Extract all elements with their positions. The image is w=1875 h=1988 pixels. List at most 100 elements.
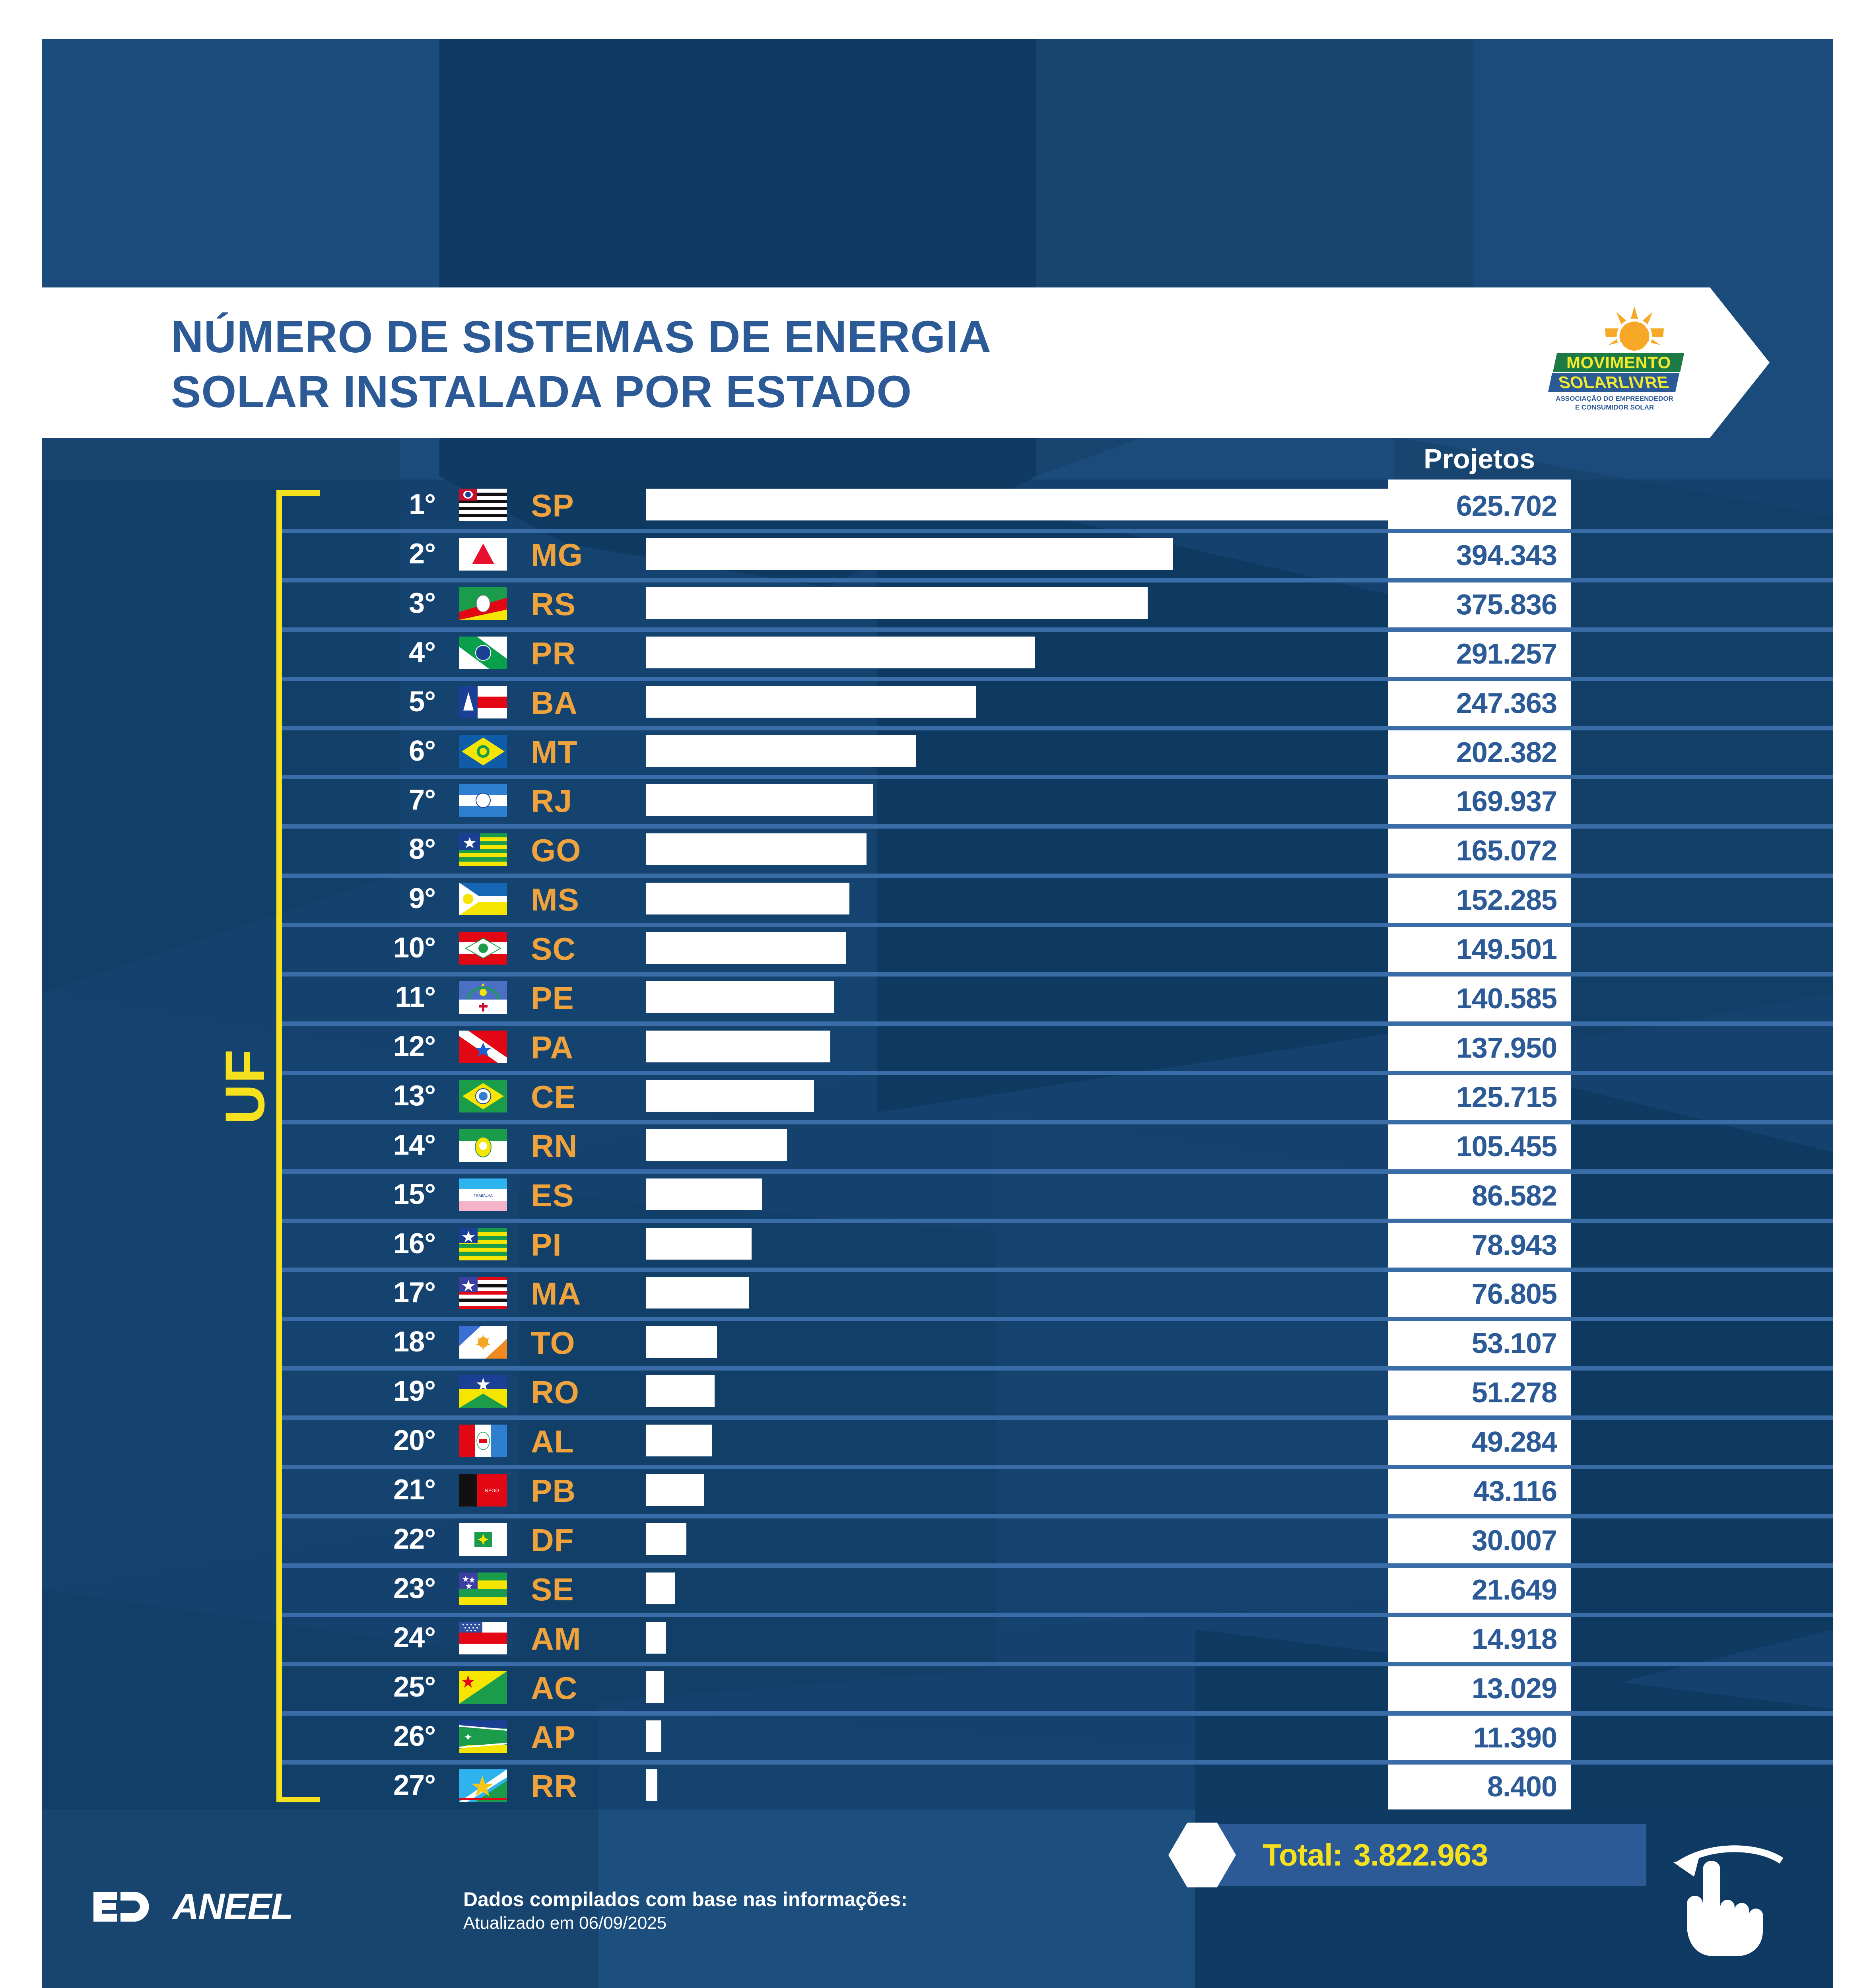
- ce-flag-icon: [459, 1079, 507, 1112]
- values-panel: [1388, 480, 1571, 1809]
- table-row: 11° PE 140.585: [42, 972, 1833, 1021]
- bar: [646, 1425, 712, 1457]
- rank-label: 6°: [409, 735, 436, 767]
- rank-label: 17°: [393, 1277, 436, 1309]
- uf-bracket: [276, 490, 320, 1802]
- row-separator: [280, 1760, 1833, 1765]
- table-row: 9° MS 152.285: [42, 874, 1833, 923]
- table-row: 10° SC 149.501: [42, 923, 1833, 972]
- value-label: 125.715: [1456, 1081, 1557, 1113]
- sun-icon: [1605, 306, 1664, 354]
- rank-label: 1°: [409, 489, 436, 520]
- state-code-label: RO: [531, 1375, 579, 1410]
- bar: [646, 685, 977, 718]
- ac-flag-icon: [459, 1671, 507, 1704]
- bar: [646, 1572, 675, 1604]
- rank-label: 19°: [393, 1375, 436, 1408]
- table-row: 24° AM 14.918: [42, 1612, 1833, 1662]
- total-label: Total:: [1263, 1837, 1343, 1872]
- rr-flag-icon: [459, 1769, 507, 1802]
- bar: [646, 1129, 787, 1161]
- source-line-2: Atualizado em 06/09/2025: [463, 1913, 667, 1933]
- svg-text:NEGO: NEGO: [485, 1488, 499, 1493]
- state-code-label: RJ: [531, 783, 573, 819]
- table-row: 27° RR 8.400: [42, 1760, 1833, 1809]
- table-row: 6° MT 202.382: [42, 726, 1833, 775]
- value-label: 51.278: [1471, 1377, 1557, 1409]
- row-separator: [280, 1514, 1833, 1518]
- table-row: 2° MG 394.343: [42, 528, 1833, 578]
- value-label: 394.343: [1456, 539, 1557, 571]
- rank-label: 4°: [409, 636, 436, 668]
- logo-tagline: ASSOCIAÇÃO DO EMPREENDEDOR E CONSUMIDOR …: [1547, 394, 1682, 412]
- pe-flag-icon: [459, 981, 507, 1014]
- table-row: 17° MA 76.805: [42, 1268, 1833, 1317]
- bar: [646, 1277, 749, 1309]
- rn-flag-icon: [459, 1129, 507, 1162]
- logo-word-solar: SOLAR: [1557, 373, 1620, 392]
- value-label: 152.285: [1456, 884, 1557, 916]
- state-code-label: CE: [531, 1079, 576, 1114]
- value-label: 375.836: [1456, 588, 1557, 621]
- bar: [646, 784, 873, 816]
- rank-label: 24°: [393, 1621, 436, 1654]
- al-flag-icon: [459, 1425, 507, 1458]
- bar: [646, 883, 850, 915]
- value-label: 291.257: [1456, 638, 1557, 670]
- table-row: 23° SE 21.649: [42, 1563, 1833, 1613]
- state-code-label: PA: [531, 1029, 574, 1065]
- bar: [646, 1326, 717, 1358]
- rank-label: 10°: [393, 932, 436, 964]
- am-flag-icon: [459, 1621, 507, 1654]
- bar: [646, 1474, 704, 1506]
- title-line-1: NÚMERO DE SISTEMAS DE ENERGIA: [171, 312, 992, 362]
- ap-flag-icon: [459, 1720, 507, 1753]
- state-code-label: PE: [531, 980, 574, 1016]
- bar: [646, 833, 867, 866]
- logo-word-livre: LIVRE: [1616, 373, 1671, 392]
- rank-label: 7°: [409, 784, 436, 816]
- table-row: 20° AL 49.284: [42, 1415, 1833, 1465]
- pb-flag-icon: NEGO: [459, 1474, 507, 1507]
- aneel-logo: ANEEL: [93, 1886, 293, 1928]
- title-banner: NÚMERO DE SISTEMAS DE ENERGIA SOLAR INST…: [42, 287, 1710, 438]
- value-label: 105.455: [1456, 1130, 1557, 1163]
- value-label: 78.943: [1471, 1229, 1557, 1261]
- rank-label: 9°: [409, 883, 436, 915]
- value-label: 21.649: [1471, 1574, 1557, 1606]
- value-label: 165.072: [1456, 835, 1557, 867]
- total-badge: Total: 3.822.963: [1168, 1823, 1646, 1887]
- table-row: 26° AP 11.390: [42, 1711, 1833, 1761]
- bar: [646, 1621, 666, 1654]
- rank-label: 13°: [393, 1079, 436, 1112]
- row-separator: [280, 972, 1833, 977]
- row-separator: [280, 824, 1833, 829]
- table-row: 7° RJ 169.937: [42, 775, 1833, 824]
- pr-flag-icon: [459, 636, 507, 669]
- table-row: 25° AC 13.029: [42, 1662, 1833, 1711]
- logo-band-solarlivre: SOLARLIVRE: [1548, 373, 1680, 392]
- rank-label: 5°: [409, 685, 436, 718]
- bar: [646, 981, 834, 1013]
- logo-tagline-line-1: ASSOCIAÇÃO DO EMPREENDEDOR: [1556, 395, 1673, 402]
- bar: [646, 1030, 830, 1062]
- table-row: 15° TRABALHA ES 86.582: [42, 1169, 1833, 1219]
- row-separator: [280, 627, 1833, 632]
- axis-label-uf: UF: [214, 1048, 276, 1124]
- rank-label: 11°: [395, 981, 436, 1013]
- state-code-label: AM: [531, 1621, 581, 1656]
- infographic-poster: NÚMERO DE SISTEMAS DE ENERGIA SOLAR INST…: [42, 39, 1833, 1988]
- rank-label: 25°: [393, 1671, 436, 1703]
- value-label: 53.107: [1471, 1328, 1557, 1360]
- aneel-mark-icon: [93, 1892, 149, 1922]
- df-flag-icon: [459, 1523, 507, 1556]
- table-row: 16° PI 78.943: [42, 1218, 1833, 1268]
- page-title: NÚMERO DE SISTEMAS DE ENERGIA SOLAR INST…: [171, 310, 991, 419]
- logo-band-movimento: MOVIMENTO: [1552, 353, 1685, 372]
- bar: [646, 587, 1148, 619]
- ro-flag-icon: [459, 1375, 507, 1408]
- bar: [646, 538, 1173, 570]
- rank-label: 15°: [393, 1178, 436, 1210]
- bar: [646, 1720, 662, 1752]
- table-row: 1° SP 625.702: [42, 480, 1833, 529]
